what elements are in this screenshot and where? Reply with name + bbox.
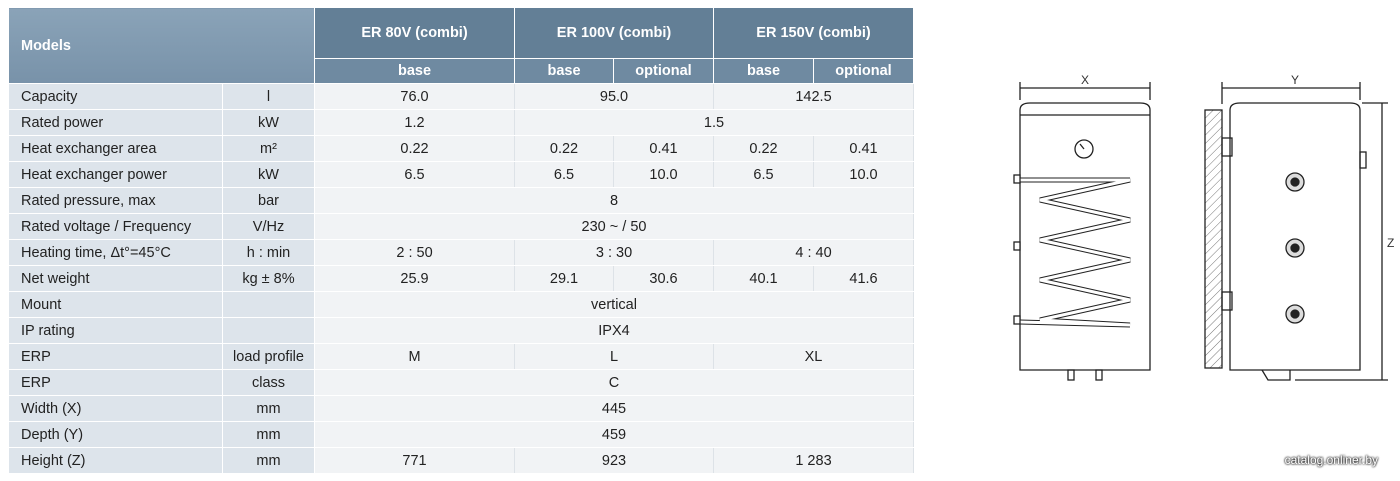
row-unit: [222, 317, 315, 344]
model-header: ER 150V (combi): [713, 7, 914, 59]
row-unit: mm: [222, 421, 315, 448]
value-cell: 2 : 50: [314, 239, 515, 266]
value-cell: 6.5: [514, 161, 614, 188]
value-cell: 0.22: [713, 135, 814, 162]
value-cell: C: [314, 369, 914, 396]
row-unit: bar: [222, 187, 315, 214]
variant-header: base: [314, 58, 515, 84]
row-unit: kW: [222, 109, 315, 136]
row-label: Rated voltage / Frequency: [8, 213, 223, 240]
table-row: Heat exchanger area m² 0.22 0.22 0.41 0.22 0.4…: [8, 135, 914, 162]
table-row: Heat exchanger power kW 6.5 6.5 10.0 6.5 10.0: [8, 161, 914, 188]
value-cell: IPX4: [314, 317, 914, 344]
row-label: Heat exchanger power: [8, 161, 223, 188]
row-unit: mm: [222, 447, 315, 474]
row-label: Depth (Y): [8, 421, 223, 448]
watermark: catalog.onliner.by: [1284, 453, 1378, 467]
value-cell: 76.0: [314, 83, 515, 110]
value-cell: 6.5: [713, 161, 814, 188]
row-unit: l: [222, 83, 315, 110]
value-cell: 4 : 40: [713, 239, 914, 266]
value-cell: 40.1: [713, 265, 814, 292]
header-cell: Models: [8, 7, 315, 84]
table-row: Capacity l 76.0 95.0 142.5: [8, 83, 914, 110]
table-row: Height (Z) mm 771 923 1 283: [8, 447, 914, 474]
value-cell: 6.5: [314, 161, 515, 188]
row-label: Heating time, Δt°=45°C: [8, 239, 223, 266]
diagram: X Y Z: [1013, 73, 1394, 381]
subheader-row: base base optional base optional: [9, 58, 914, 84]
table-row: Depth (Y) mm 459: [8, 421, 914, 448]
row-label: Heat exchanger area: [8, 135, 223, 162]
value-cell: 0.41: [613, 135, 714, 162]
row-label: Mount: [8, 291, 223, 318]
row-unit: load profile: [222, 343, 315, 370]
value-cell: 1.2: [314, 109, 515, 136]
value-cell: 771: [314, 447, 515, 474]
value-cell: 230 ~ / 50: [314, 213, 914, 240]
value-cell: 459: [314, 421, 914, 448]
row-label: Height (Z): [8, 447, 223, 474]
table-row: ERP load profile M L XL: [8, 343, 914, 370]
dim-label: Z: [1387, 236, 1394, 250]
row-label: Capacity: [8, 83, 223, 110]
model-header: ER 80V (combi): [314, 7, 515, 59]
value-cell: 25.9: [314, 265, 515, 292]
model-header: ER 100V (combi): [514, 7, 714, 59]
row-unit: h : min: [222, 239, 315, 266]
row-label: ERP: [8, 369, 223, 396]
value-cell: 1 283: [713, 447, 914, 474]
row-label: ERP: [8, 343, 223, 370]
spec-table: Models ER 80V (combi) ER 100V (combi) ER 15…: [8, 7, 914, 474]
row-unit: m²: [222, 135, 315, 162]
table-row: Mount vertical: [8, 291, 914, 318]
row-label: Rated power: [8, 109, 223, 136]
dim-label: X: [1081, 73, 1089, 87]
row-unit: V/Hz: [222, 213, 315, 240]
value-cell: 41.6: [813, 265, 914, 292]
variant-header: base: [713, 58, 814, 84]
table-row: Rated pressure, max bar 8: [8, 187, 914, 214]
row-label: Net weight: [8, 265, 223, 292]
value-cell: 30.6: [613, 265, 714, 292]
table-row: Rated power kW 1.2 1.5: [8, 109, 914, 136]
value-cell: 923: [514, 447, 714, 474]
table-row: ERP class C: [8, 369, 914, 396]
value-cell: 1.5: [514, 109, 914, 136]
value-cell: M: [314, 343, 515, 370]
table-row: Net weight kg ± 8% 25.9 29.1 30.6 40.1 41.6: [8, 265, 914, 292]
row-unit: kg ± 8%: [222, 265, 315, 292]
value-cell: 0.41: [813, 135, 914, 162]
variant-header: optional: [813, 58, 914, 84]
value-cell: vertical: [314, 291, 914, 318]
header-row: Models ER 80V (combi) ER 100V (combi) ER 15…: [8, 7, 914, 84]
row-label: Width (X): [8, 395, 223, 422]
value-cell: 95.0: [514, 83, 714, 110]
table-row: IP rating IPX4: [8, 317, 914, 344]
row-unit: [222, 291, 315, 318]
row-label: Rated pressure, max: [8, 187, 223, 214]
value-cell: L: [514, 343, 714, 370]
row-unit: class: [222, 369, 315, 396]
value-cell: 3 : 30: [514, 239, 714, 266]
value-cell: 445: [314, 395, 914, 422]
value-cell: 10.0: [613, 161, 714, 188]
value-cell: 0.22: [514, 135, 614, 162]
table-row: Heating time, Δt°=45°C h : min 2 : 50 3 : 3…: [8, 239, 914, 266]
value-cell: 8: [314, 187, 914, 214]
value-cell: XL: [713, 343, 914, 370]
value-cell: 10.0: [813, 161, 914, 188]
variant-header: optional: [613, 58, 714, 84]
row-unit: kW: [222, 161, 315, 188]
value-cell: 142.5: [713, 83, 914, 110]
variant-header: base: [514, 58, 614, 84]
row-unit: mm: [222, 395, 315, 422]
table-row: Rated voltage / Frequency V/Hz 230 ~ / 50: [8, 213, 914, 240]
table-row: Width (X) mm 445: [8, 395, 914, 422]
value-cell: 0.22: [314, 135, 515, 162]
dim-label: Y: [1291, 73, 1299, 87]
value-cell: 29.1: [514, 265, 614, 292]
row-label: IP rating: [8, 317, 223, 344]
